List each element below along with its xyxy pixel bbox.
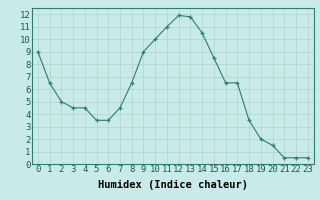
X-axis label: Humidex (Indice chaleur): Humidex (Indice chaleur) bbox=[98, 180, 248, 190]
